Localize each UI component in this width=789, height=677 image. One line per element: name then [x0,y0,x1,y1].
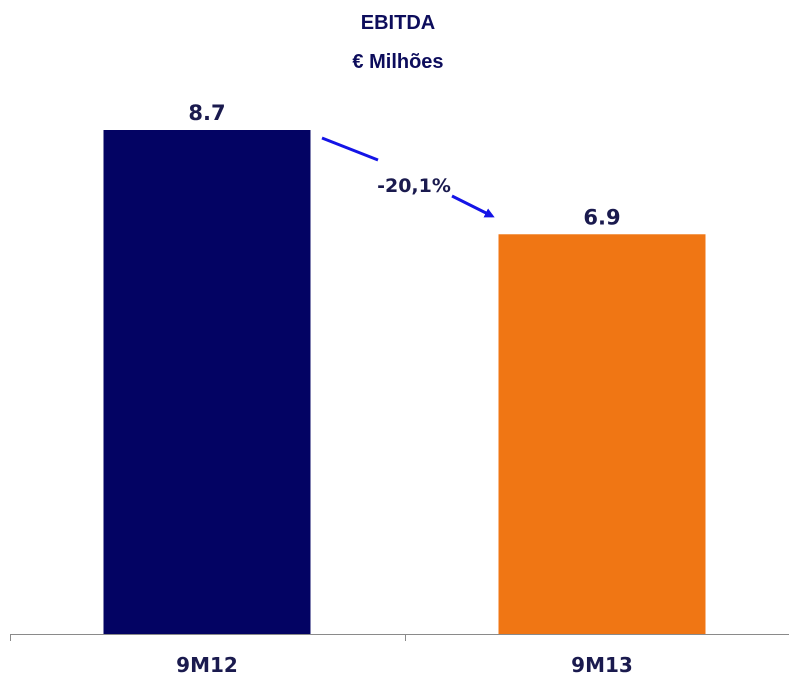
chart-title: EBITDA [361,12,435,34]
bar-9m12 [103,130,311,634]
category-label-9m12: 9M12 [176,653,238,677]
bars-layer: 8.7 9M12 6.9 9M13 [103,101,706,677]
change-arrow-line-start [321,136,379,162]
bar-9m13 [498,234,706,634]
change-percent-label: -20,1% [377,175,451,197]
change-arrow-line-end [451,194,495,218]
category-label-9m13: 9M13 [571,653,633,677]
value-label-9m12: 8.7 [188,101,225,125]
chart-subtitle: € Milhões [352,51,443,73]
value-label-9m13: 6.9 [583,205,620,229]
